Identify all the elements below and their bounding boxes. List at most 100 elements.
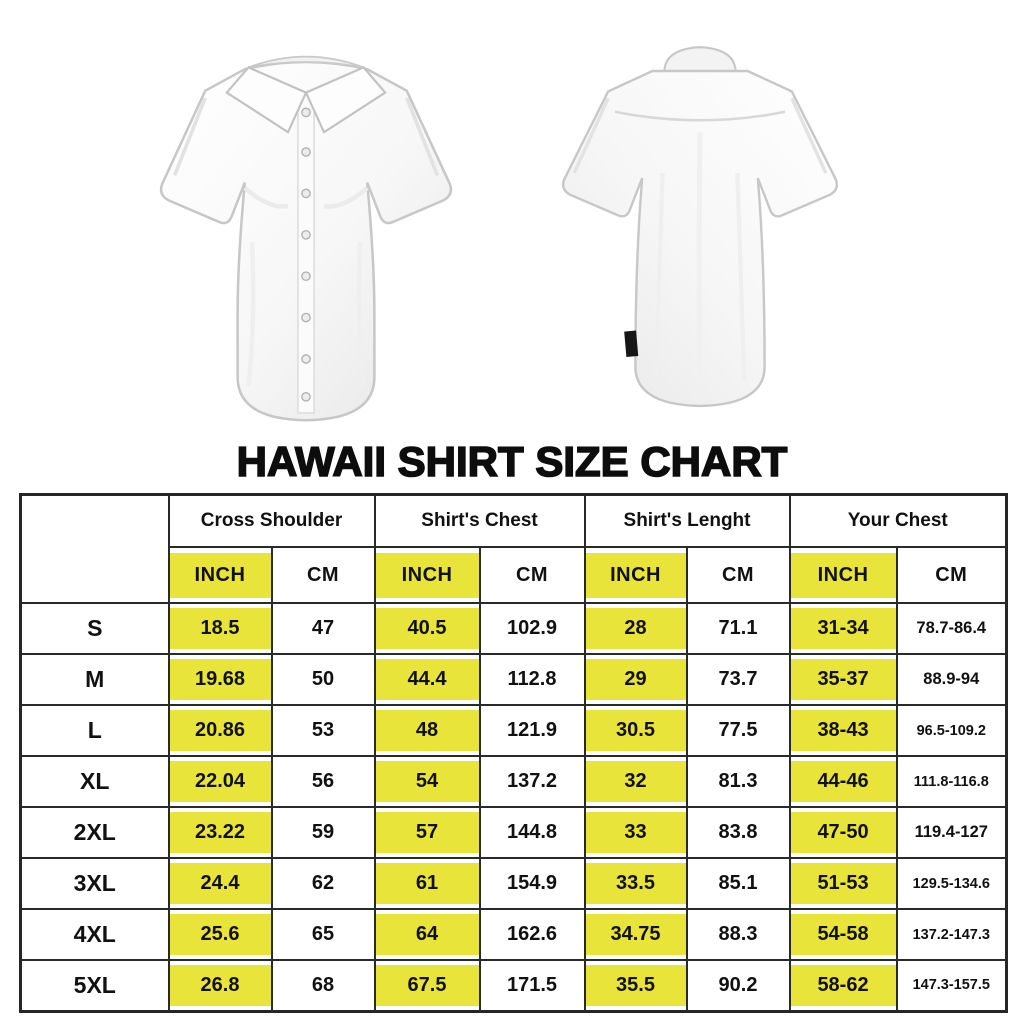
- size-label: 3XL: [19, 857, 170, 910]
- cm-value-cell: 50: [270, 653, 376, 706]
- cm-value-cell: 68: [270, 959, 376, 1012]
- cell-value: 25.6: [169, 914, 271, 955]
- cell-value: 111.8-116.8: [913, 773, 989, 790]
- cell-value: 154.9: [506, 872, 558, 894]
- cm-value-cell: 154.9: [478, 857, 586, 910]
- cell-value: 83.8: [718, 821, 758, 843]
- inch-value-cell: 38-43: [788, 704, 898, 757]
- cm-value-cell: 96.5-109.2: [895, 704, 1008, 757]
- table-body: S 18.5 47 40.5 102.9 28 71.1 31-34 78.7-86.4 M 19.…: [19, 602, 1008, 1012]
- inch-value-cell: 32: [583, 755, 688, 808]
- cell-value: 102.9: [506, 617, 558, 639]
- cell-value: 67.5: [375, 964, 479, 1006]
- cm-value-cell: 102.9: [478, 602, 586, 655]
- inch-value-cell: 35.5: [583, 959, 688, 1012]
- cell-value: 57: [375, 812, 479, 853]
- table-row: L 20.86 53 48 121.9 30.5 77.5 38-43 96.5-109.2: [19, 704, 1008, 757]
- inch-value-cell: 26.8: [167, 959, 273, 1012]
- cell-value: 44.4: [375, 659, 479, 700]
- inch-value-cell: 18.5: [167, 602, 273, 655]
- unit-header-cm: CM: [685, 546, 791, 604]
- corner-cell: [19, 493, 170, 604]
- button-row: [301, 107, 311, 402]
- shirt-back-image: [561, 46, 839, 408]
- cm-value-cell: 53: [270, 704, 376, 757]
- size-label: 5XL: [19, 959, 170, 1012]
- unit-header-cm: CM: [478, 546, 586, 604]
- cell-value: 24.4: [169, 863, 271, 904]
- cm-value-cell: 62: [270, 857, 376, 910]
- table-row: 4XL 25.6 65 64 162.6 34.75 88.3 54-58 137.2-147.…: [19, 908, 1008, 961]
- size-label: M: [19, 653, 170, 706]
- cell-value: 85.1: [718, 872, 758, 894]
- cell-value: 32: [585, 761, 686, 802]
- size-label: S: [19, 602, 170, 655]
- inch-value-cell: 51-53: [788, 857, 898, 910]
- cell-value: 162.6: [506, 923, 558, 945]
- cell-value: 81.3: [718, 770, 758, 792]
- inch-value-cell: 22.04: [167, 755, 273, 808]
- group-header-shirts-chest: Shirt's Chest: [373, 493, 586, 548]
- cell-value: 59: [311, 821, 335, 843]
- inch-value-cell: 47-50: [788, 806, 898, 859]
- cell-value: 30.5: [585, 710, 686, 751]
- cell-value: 147.3-157.5: [912, 977, 990, 994]
- inch-value-cell: 33: [583, 806, 688, 859]
- cell-value: 64: [375, 914, 479, 955]
- cell-value: 31-34: [790, 608, 896, 649]
- cm-value-cell: 65: [270, 908, 376, 961]
- unit-header-inch: INCH: [373, 546, 481, 604]
- inch-value-cell: 57: [373, 806, 481, 859]
- inch-value-cell: 67.5: [373, 959, 481, 1012]
- cell-value: 78.7-86.4: [916, 619, 987, 637]
- size-label: 4XL: [19, 908, 170, 961]
- size-label: XL: [19, 755, 170, 808]
- cm-value-cell: 88.9-94: [895, 653, 1008, 706]
- cm-value-cell: 85.1: [685, 857, 791, 910]
- cell-value: 33: [585, 812, 686, 853]
- cell-value: 40.5: [375, 608, 479, 649]
- cm-value-cell: 162.6: [478, 908, 586, 961]
- inch-value-cell: 25.6: [167, 908, 273, 961]
- table-row: 5XL 26.8 68 67.5 171.5 35.5 90.2 58-62 147.3-157…: [19, 959, 1008, 1012]
- inch-value-cell: 54: [373, 755, 481, 808]
- shirt-front-image: [159, 55, 453, 422]
- hem-tag: [624, 330, 639, 357]
- inch-value-cell: 48: [373, 704, 481, 757]
- cell-value: 22.04: [169, 761, 271, 802]
- cell-value: 54-58: [790, 914, 896, 955]
- cell-value: 68: [311, 973, 335, 996]
- cell-value: 50: [311, 668, 335, 690]
- inch-value-cell: 64: [373, 908, 481, 961]
- cm-value-cell: 119.4-127: [895, 806, 1008, 859]
- cm-value-cell: 112.8: [478, 653, 586, 706]
- cm-value-cell: 59: [270, 806, 376, 859]
- cell-value: 26.8: [169, 964, 271, 1006]
- cm-value-cell: 47: [270, 602, 376, 655]
- table-row: S 18.5 47 40.5 102.9 28 71.1 31-34 78.7-86.4: [19, 602, 1008, 655]
- cell-value: 18.5: [169, 608, 271, 649]
- cell-value: 47-50: [790, 812, 896, 853]
- yoke-seam: [614, 110, 786, 122]
- size-chart-table: Cross Shoulder Shirt's Chest Shirt's Len…: [19, 493, 1009, 1013]
- cell-value: 33.5: [585, 863, 686, 904]
- inch-value-cell: 35-37: [788, 653, 898, 706]
- table-row: M 19.68 50 44.4 112.8 29 73.7 35-37 88.9-94: [19, 653, 1008, 706]
- group-header-your-chest: Your Chest: [788, 493, 1008, 548]
- cm-value-cell: 171.5: [478, 959, 586, 1012]
- cm-value-cell: 77.5: [685, 704, 791, 757]
- inch-value-cell: 44.4: [373, 653, 481, 706]
- size-label: 2XL: [19, 806, 170, 859]
- shirt-back-collar: [663, 46, 737, 74]
- inch-value-cell: 30.5: [583, 704, 688, 757]
- cell-value: 88.3: [718, 923, 758, 945]
- cell-value: 137.2-147.3: [912, 926, 990, 943]
- cell-value: 47: [311, 617, 335, 639]
- inch-value-cell: 54-58: [788, 908, 898, 961]
- cell-value: 34.75: [585, 914, 686, 955]
- cell-value: 77.5: [718, 719, 758, 741]
- cm-value-cell: 137.2: [478, 755, 586, 808]
- cell-value: 19.68: [169, 659, 271, 700]
- table-row: 2XL 23.22 59 57 144.8 33 83.8 47-50 119.4-127: [19, 806, 1008, 859]
